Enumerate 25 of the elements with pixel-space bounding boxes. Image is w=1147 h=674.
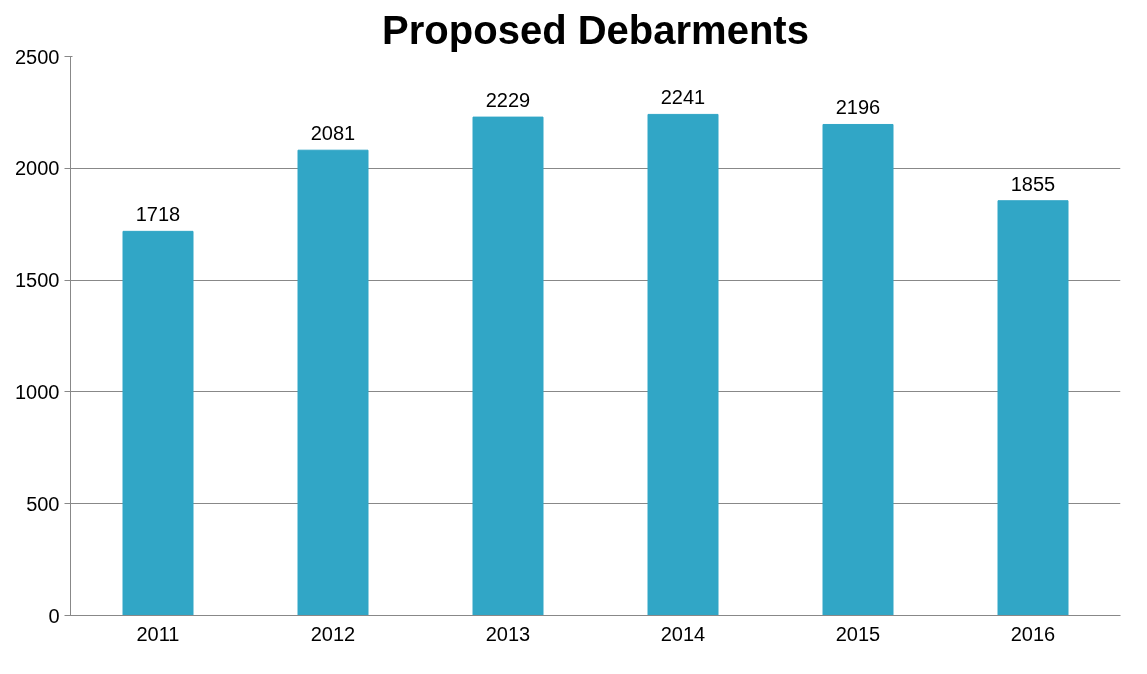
x-tick-label: 2015 (835, 622, 881, 645)
bar (122, 230, 194, 616)
data-label: 2196 (835, 96, 881, 119)
x-tick-label: 2012 (310, 622, 356, 645)
bar (472, 116, 544, 616)
bar (297, 149, 369, 616)
y-tick-label: 1500 (15, 269, 60, 292)
data-label: 2229 (485, 89, 531, 112)
y-tick-label: 2000 (15, 157, 60, 180)
x-tick-label: 2016 (1010, 622, 1056, 645)
bar (647, 113, 719, 616)
y-tick-label: 1000 (15, 380, 60, 403)
data-label: 2081 (310, 122, 356, 145)
data-label: 1718 (135, 203, 181, 226)
x-tick-label: 2013 (485, 622, 531, 645)
y-tick-label: 0 (48, 604, 60, 627)
y-tick-label: 2500 (15, 45, 60, 68)
x-tick-label: 2014 (660, 622, 706, 645)
x-tick-label: 2011 (136, 622, 180, 645)
chart-title: Proposed Debarments (382, 7, 809, 52)
data-label: 2241 (660, 86, 706, 109)
y-tick-label: 500 (26, 492, 60, 515)
data-label: 1855 (1010, 172, 1056, 195)
bar (997, 200, 1069, 616)
bar (822, 123, 894, 616)
